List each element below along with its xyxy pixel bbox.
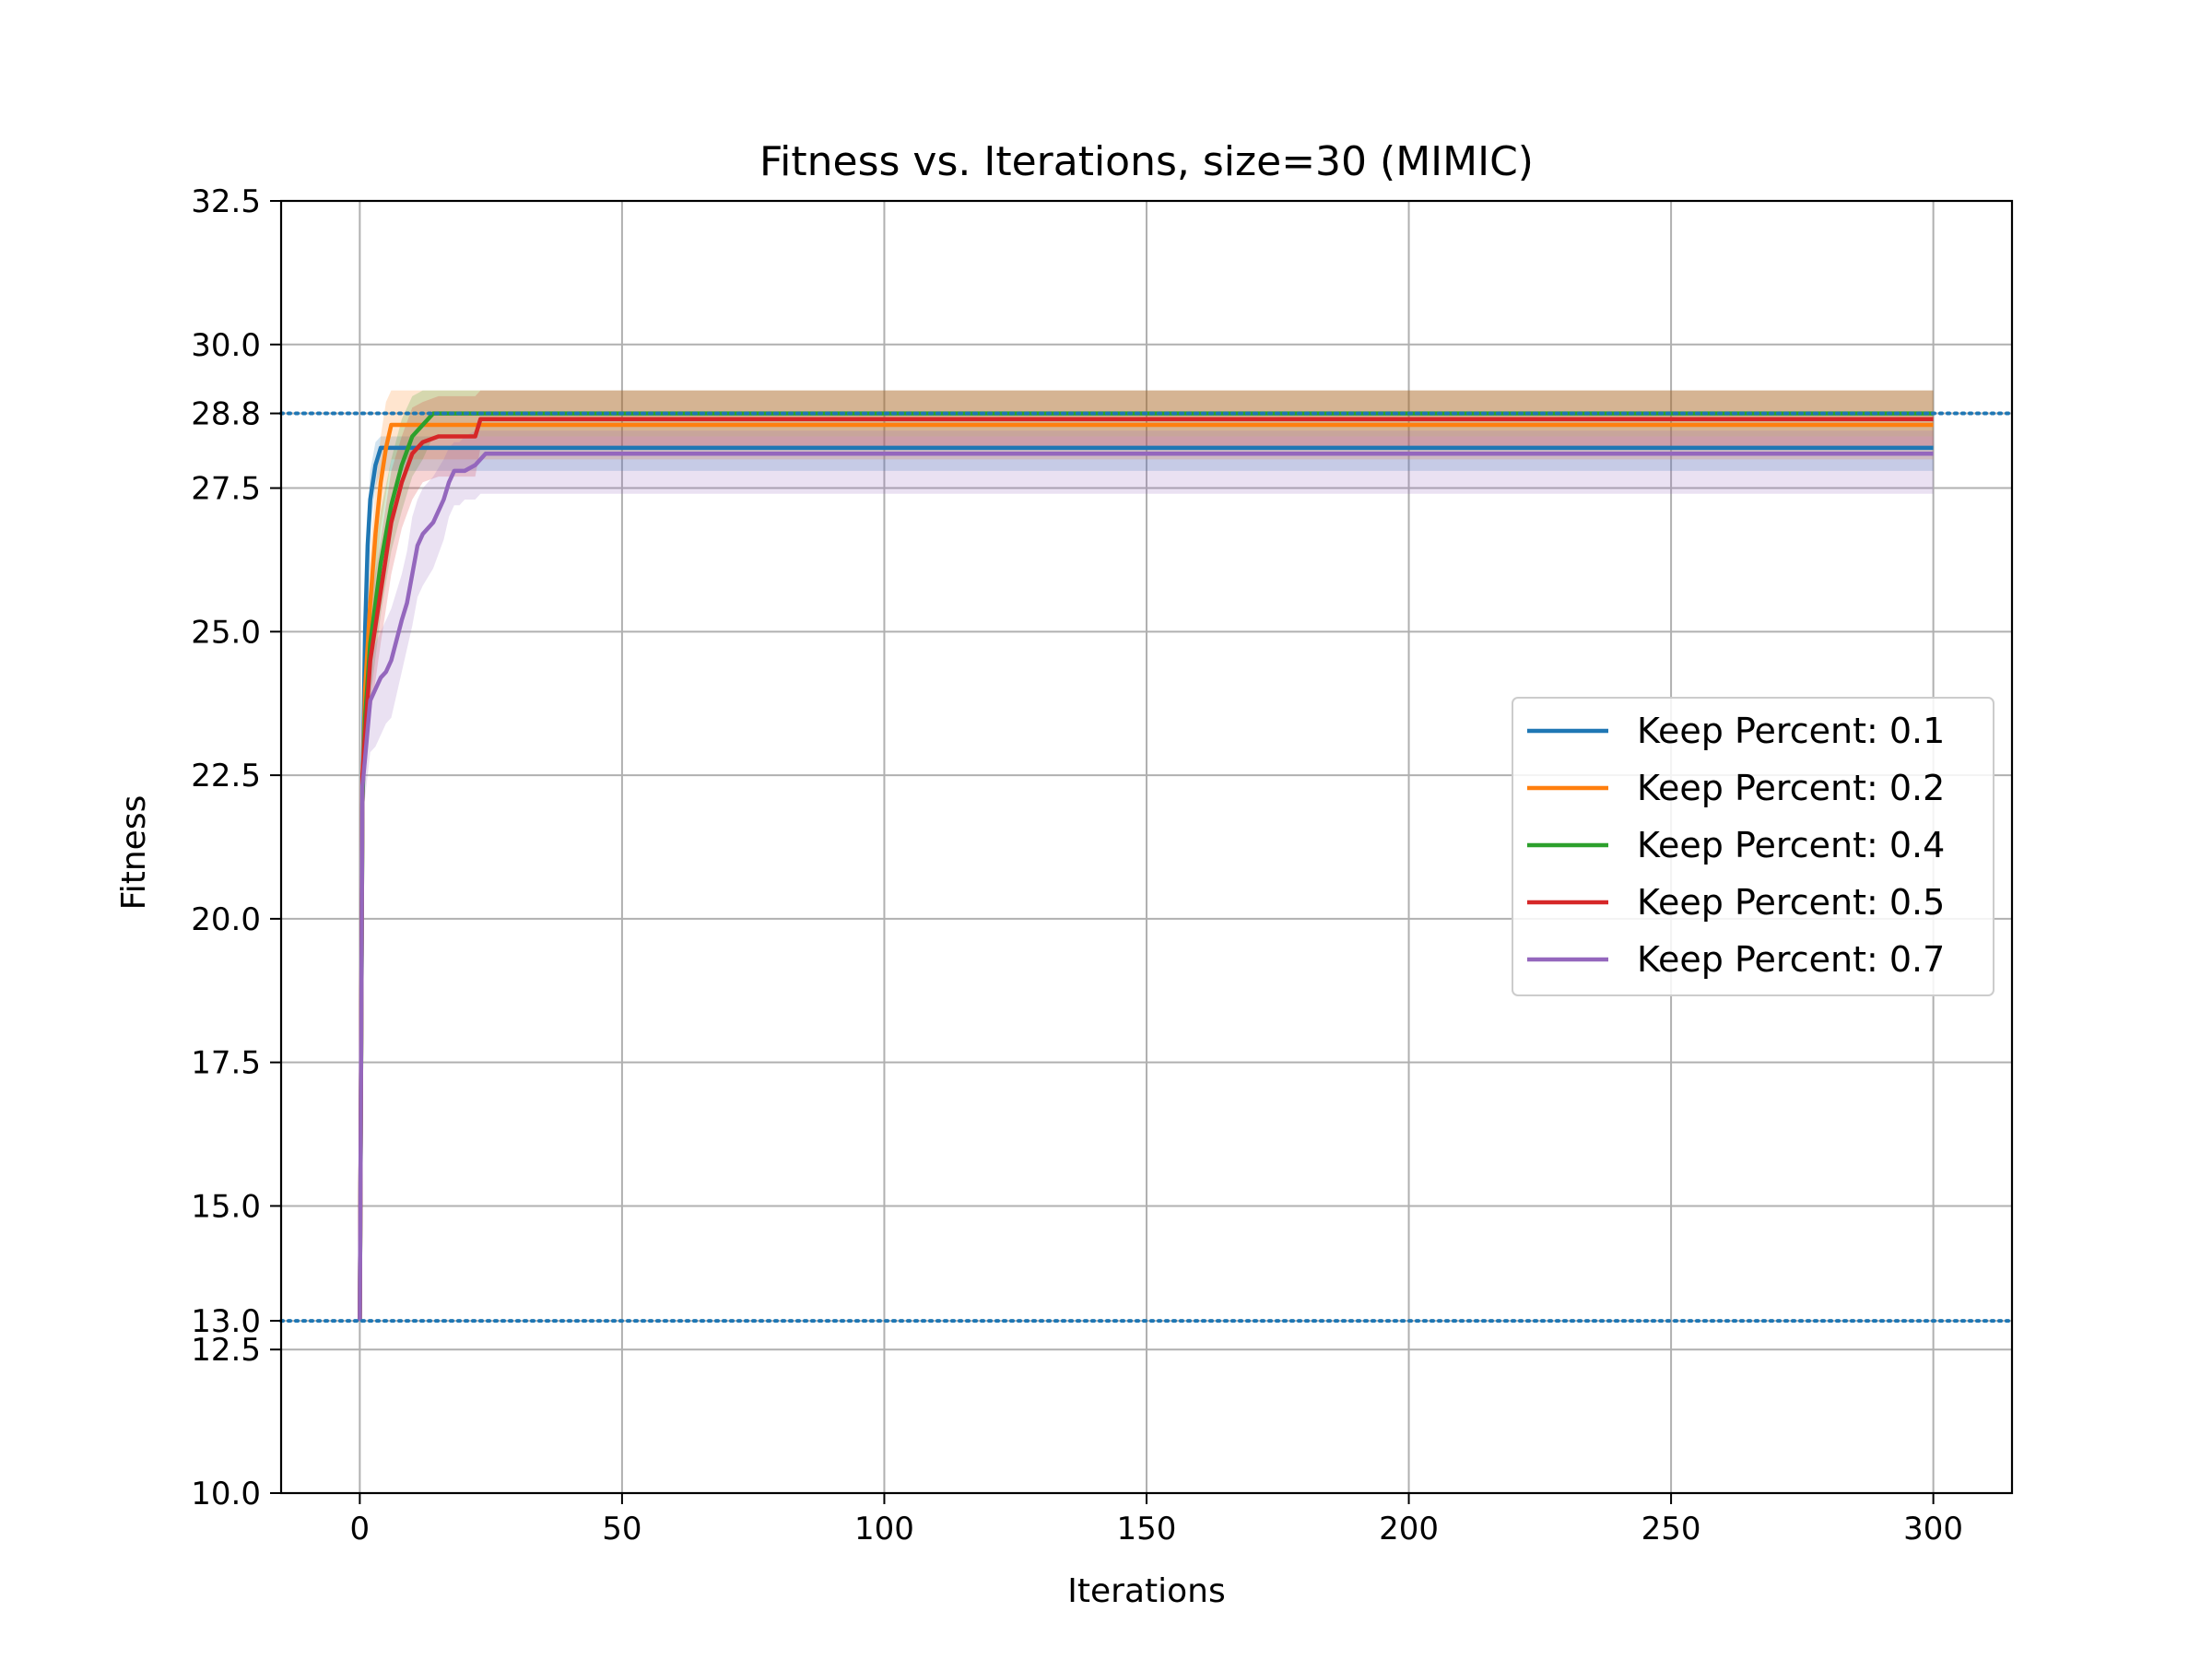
x-tick-label: 150 <box>1117 1511 1177 1547</box>
y-tick-label: 28.8 <box>191 396 261 433</box>
chart-title: Fitness vs. Iterations, size=30 (MIMIC) <box>759 138 1534 185</box>
x-tick-label: 100 <box>854 1511 914 1547</box>
y-tick-label: 15.0 <box>191 1188 261 1225</box>
y-tick-label: 30.0 <box>191 327 261 364</box>
y-tick-label: 22.5 <box>191 758 261 794</box>
y-tick-label: 32.5 <box>191 183 261 220</box>
y-tick-label: 27.5 <box>191 471 261 508</box>
legend-label: Keep Percent: 0.4 <box>1637 825 1945 865</box>
legend: Keep Percent: 0.1 Keep Percent: 0.2 Keep P… <box>1512 697 1994 996</box>
series-line <box>358 417 1934 1322</box>
legend-label: Keep Percent: 0.5 <box>1637 882 1945 923</box>
x-tick-label: 50 <box>602 1511 641 1547</box>
x-tick-label: 0 <box>350 1511 371 1547</box>
y-tick-label: 20.0 <box>191 901 261 938</box>
x-tick-label: 300 <box>1903 1511 1963 1547</box>
x-tick-label: 250 <box>1641 1511 1701 1547</box>
legend-box <box>1512 697 1994 996</box>
legend-label: Keep Percent: 0.2 <box>1637 768 1945 808</box>
legend-label: Keep Percent: 0.1 <box>1637 711 1945 751</box>
y-tick-label: 13.0 <box>191 1303 261 1340</box>
x-axis-title: Iterations <box>1067 1572 1225 1610</box>
series-line <box>358 451 1934 1322</box>
y-tick-label: 25.0 <box>191 614 261 651</box>
series-lines <box>358 411 1934 1322</box>
y-tick-label: 17.5 <box>191 1045 261 1082</box>
reference-lines <box>279 411 2014 1324</box>
y-tick-label: 12.5 <box>191 1332 261 1369</box>
x-tick-label: 200 <box>1379 1511 1439 1547</box>
legend-label: Keep Percent: 0.7 <box>1637 939 1945 980</box>
y-tick-label: 10.0 <box>191 1476 261 1512</box>
axis-ticks: 0 50 100 150 200 250 300 10.0 12.513.0 15.0 17.5 20… <box>191 183 1963 1547</box>
y-axis-title: Fitness <box>115 795 153 911</box>
